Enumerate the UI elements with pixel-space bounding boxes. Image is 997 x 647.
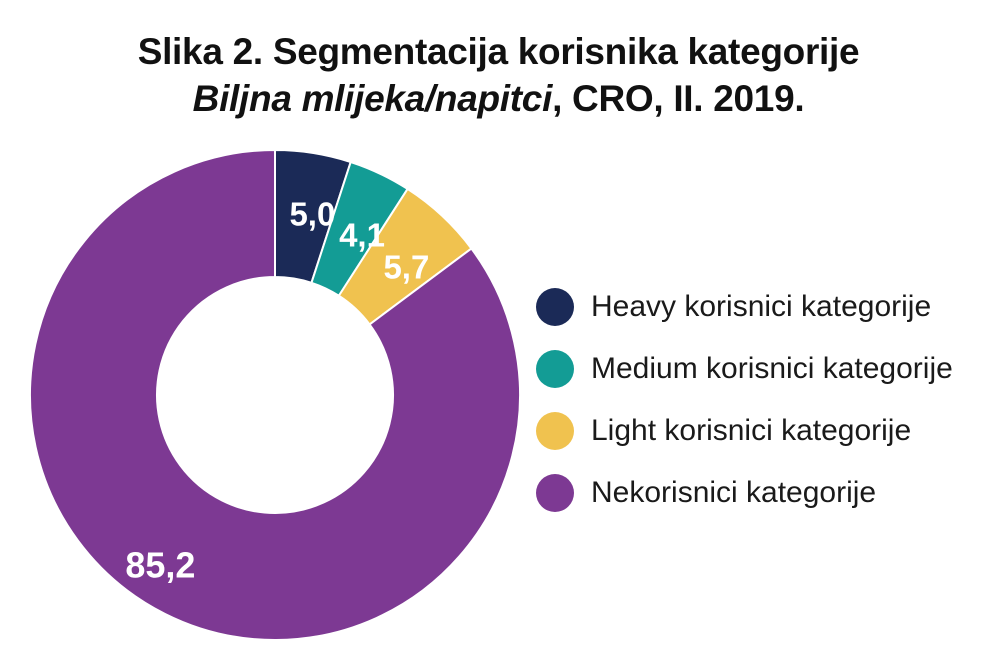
chart-title: Slika 2. Segmentacija korisnika kategori… [0,28,997,122]
chart-title-line1: Slika 2. Segmentacija korisnika kategori… [137,31,860,72]
donut-data-label-1: 5,0 [289,196,335,233]
chart-title-line2: Biljna mlijeka/napitci, CRO, II. 2019. [0,75,997,122]
legend-label-3: Light korisnici kategorije [591,414,912,447]
legend-swatch-4 [536,474,574,512]
legend-swatch-2 [536,350,574,388]
donut-data-label-2: 4,1 [339,216,385,253]
donut-slice-4 [29,148,521,641]
donut-slices [29,148,521,641]
legend-label-2: Medium korisnici kategorije [591,352,953,385]
chart-title-category: Biljna mlijeka/napitci [192,78,553,119]
chart-title-suffix: , CRO, II. 2019. [552,78,805,119]
legend-swatch-3 [536,412,574,450]
donut-data-label-4: 85,2 [125,544,195,585]
legend-label-1: Heavy korisnici kategorije [591,290,932,323]
donut-data-labels: 5,04,15,7 85,2 [125,196,429,586]
donut-data-label-3: 5,7 [383,249,429,286]
legend-label-4: Nekorisnici kategorije [591,476,877,509]
legend-swatch-1 [536,288,574,326]
